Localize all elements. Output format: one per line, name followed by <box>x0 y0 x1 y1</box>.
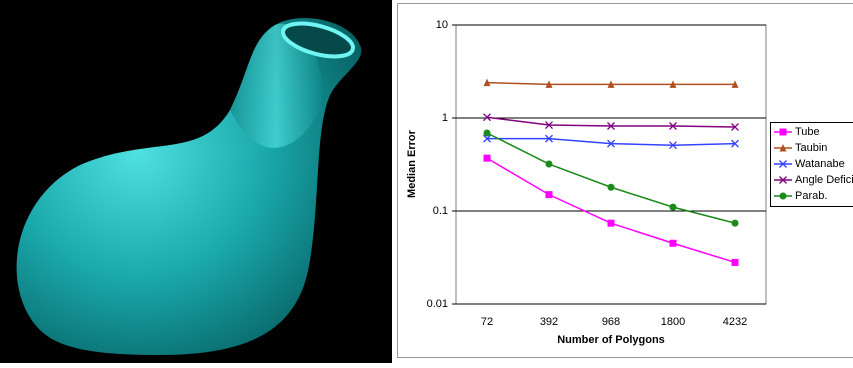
x-tick-label: 392 <box>540 316 558 328</box>
data-point <box>732 220 739 227</box>
y-tick-label: 10 <box>436 19 448 31</box>
data-point <box>546 161 553 168</box>
x-tick-label: 1800 <box>661 316 685 328</box>
y-tick-label: 1 <box>442 112 448 124</box>
y-axis-title: Median Error <box>406 129 418 198</box>
legend-label: Angle Defici <box>795 174 853 186</box>
legend-marker <box>780 129 787 136</box>
data-point <box>670 204 677 211</box>
legend-label: Watanabe <box>795 158 845 170</box>
x-tick-label: 968 <box>602 316 620 328</box>
y-tick-label: 0.1 <box>433 205 448 217</box>
data-point <box>608 220 615 227</box>
plot-area <box>456 25 766 304</box>
legend-label: Taubin <box>795 142 827 154</box>
page: Number of Polygons Median Error 0.01 0.1 1… <box>0 0 853 363</box>
y-tick-label: 0.01 <box>427 298 448 310</box>
data-point <box>484 129 491 136</box>
legend-label: Parab. <box>795 190 827 202</box>
data-point <box>546 191 553 198</box>
data-point <box>484 155 491 162</box>
figure: Number of Polygons Median Error 0.01 0.1 1… <box>0 0 853 363</box>
data-point <box>670 240 677 247</box>
data-point <box>608 184 615 191</box>
x-tick-label: 4232 <box>723 316 747 328</box>
legend-marker <box>780 193 787 200</box>
legend-label: Tube <box>795 126 820 138</box>
data-point <box>732 259 739 266</box>
x-axis-title: Number of Polygons <box>557 334 665 346</box>
x-tick-label: 72 <box>481 316 493 328</box>
